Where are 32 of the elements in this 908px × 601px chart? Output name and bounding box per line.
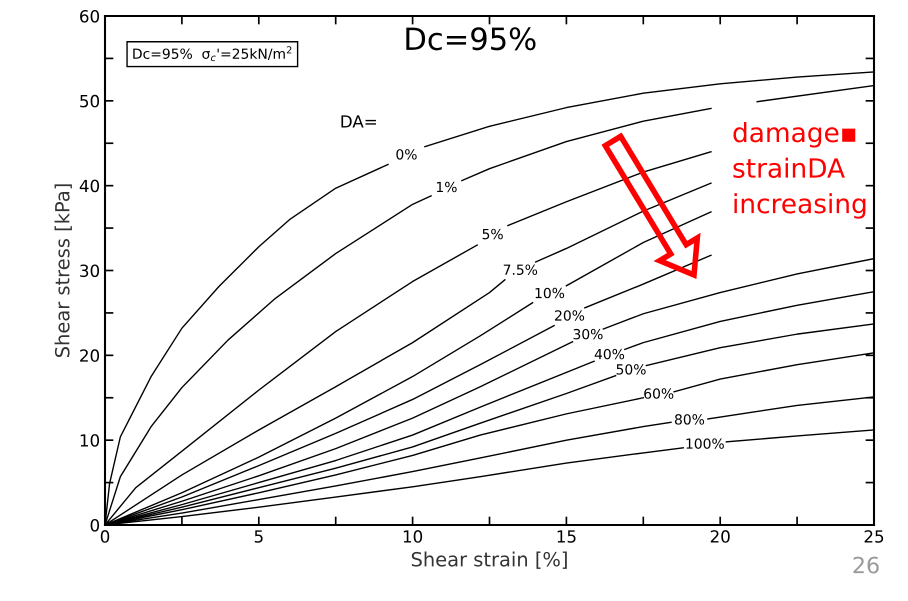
series-label: 30% [574, 328, 603, 340]
x-tick-label: 10 [404, 530, 422, 543]
series-label: 7.5% [504, 264, 538, 275]
y-tick-label: 40 [80, 180, 100, 192]
y-tick-label: 60 [80, 10, 100, 23]
y-axis-title: Shear stress [kPa] [54, 184, 72, 358]
annotation: Dc=95% σ$_{c}$'=25kN/m$^{2}$ [133, 46, 292, 62]
annotation: damage▪ strainDA increasing [733, 122, 866, 219]
series-label: 1% [436, 182, 457, 192]
annotation: DA= [341, 115, 376, 128]
series-label: 100% [686, 438, 724, 449]
y-tick-label: 0 [90, 518, 100, 532]
y-tick-label: 50 [80, 94, 100, 108]
series-label: 60% [644, 388, 674, 399]
y-tick-label: 30 [80, 264, 100, 278]
series-label: 20% [555, 310, 584, 321]
x-tick-label: 25 [864, 530, 884, 543]
series-label: 50% [616, 364, 646, 375]
x-tick-label: 0 [100, 530, 110, 543]
y-tick-label: 10 [80, 434, 100, 447]
x-tick-label: 15 [558, 530, 576, 543]
y-tick-label: 20 [80, 349, 100, 362]
chart-title: Dc=95% [406, 27, 536, 50]
x-axis-title: Shear strain [%] [412, 552, 567, 569]
series-label: 0% [396, 149, 417, 160]
text: 26 [853, 556, 879, 574]
series-label: 5% [482, 228, 503, 240]
x-tick-label: 20 [710, 530, 730, 543]
series-label: 40% [594, 348, 624, 360]
series-label: 80% [674, 414, 704, 425]
series-label: 10% [536, 288, 564, 298]
x-tick-label: 5 [254, 530, 263, 543]
